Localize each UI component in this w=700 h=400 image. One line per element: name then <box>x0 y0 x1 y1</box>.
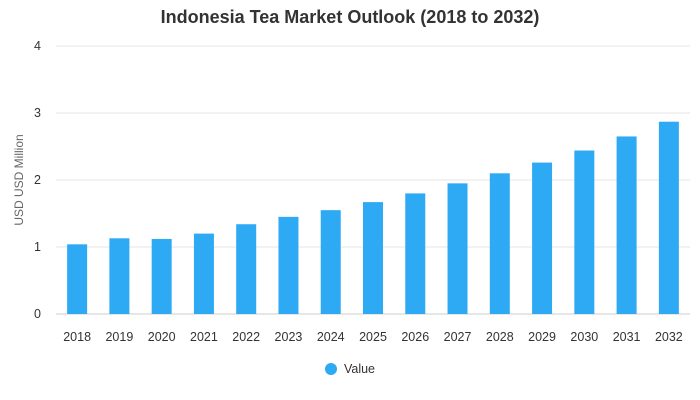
bar-2028[interactable] <box>489 173 510 314</box>
x-tick-label: 2028 <box>486 330 514 344</box>
x-tick-label: 2018 <box>63 330 91 344</box>
y-tick-label: 4 <box>34 39 41 53</box>
bar-2027[interactable] <box>447 183 468 314</box>
chart-title: Indonesia Tea Market Outlook (2018 to 20… <box>160 7 540 27</box>
bar-2024[interactable] <box>320 210 341 314</box>
bar-2026[interactable] <box>405 193 426 314</box>
y-tick-label: 3 <box>34 106 41 120</box>
y-axis-ticks: 0 1 2 3 4 <box>34 39 41 321</box>
bars <box>67 121 679 315</box>
x-tick-label: 2025 <box>359 330 387 344</box>
x-tick-label: 2029 <box>528 330 556 344</box>
x-tick-label: 2020 <box>148 330 176 344</box>
x-tick-label: 2024 <box>317 330 345 344</box>
x-tick-label: 2021 <box>190 330 218 344</box>
bar-2023[interactable] <box>278 216 299 314</box>
x-tick-label: 2030 <box>570 330 598 344</box>
y-tick-label: 2 <box>34 173 41 187</box>
bar-2018[interactable] <box>67 244 88 314</box>
x-tick-label: 2026 <box>401 330 429 344</box>
bar-2022[interactable] <box>236 224 257 314</box>
bar-2029[interactable] <box>532 162 553 314</box>
bar-2032[interactable] <box>658 121 679 315</box>
bar-2021[interactable] <box>193 233 214 314</box>
bar-2019[interactable] <box>109 238 130 314</box>
bar-2020[interactable] <box>151 238 172 314</box>
x-tick-label: 2023 <box>275 330 303 344</box>
y-tick-label: 0 <box>34 307 41 321</box>
x-axis-ticks: 2018 2019 2020 2021 2022 2023 2024 2025 2026 2027… <box>63 330 683 344</box>
x-tick-label: 2031 <box>613 330 641 344</box>
bar-2031[interactable] <box>616 136 637 314</box>
legend-label[interactable]: Value <box>343 362 376 376</box>
y-axis-title: USD USD Million <box>12 134 26 225</box>
bar-2025[interactable] <box>363 202 383 314</box>
x-tick-label: 2032 <box>655 330 683 344</box>
x-tick-label: 2022 <box>232 330 260 344</box>
y-tick-label: 1 <box>34 240 41 254</box>
legend: Value <box>0 362 700 376</box>
x-tick-label: 2019 <box>105 330 133 344</box>
bar-2030[interactable] <box>574 150 595 314</box>
legend-marker <box>324 363 337 375</box>
x-tick-label: 2027 <box>444 330 472 344</box>
